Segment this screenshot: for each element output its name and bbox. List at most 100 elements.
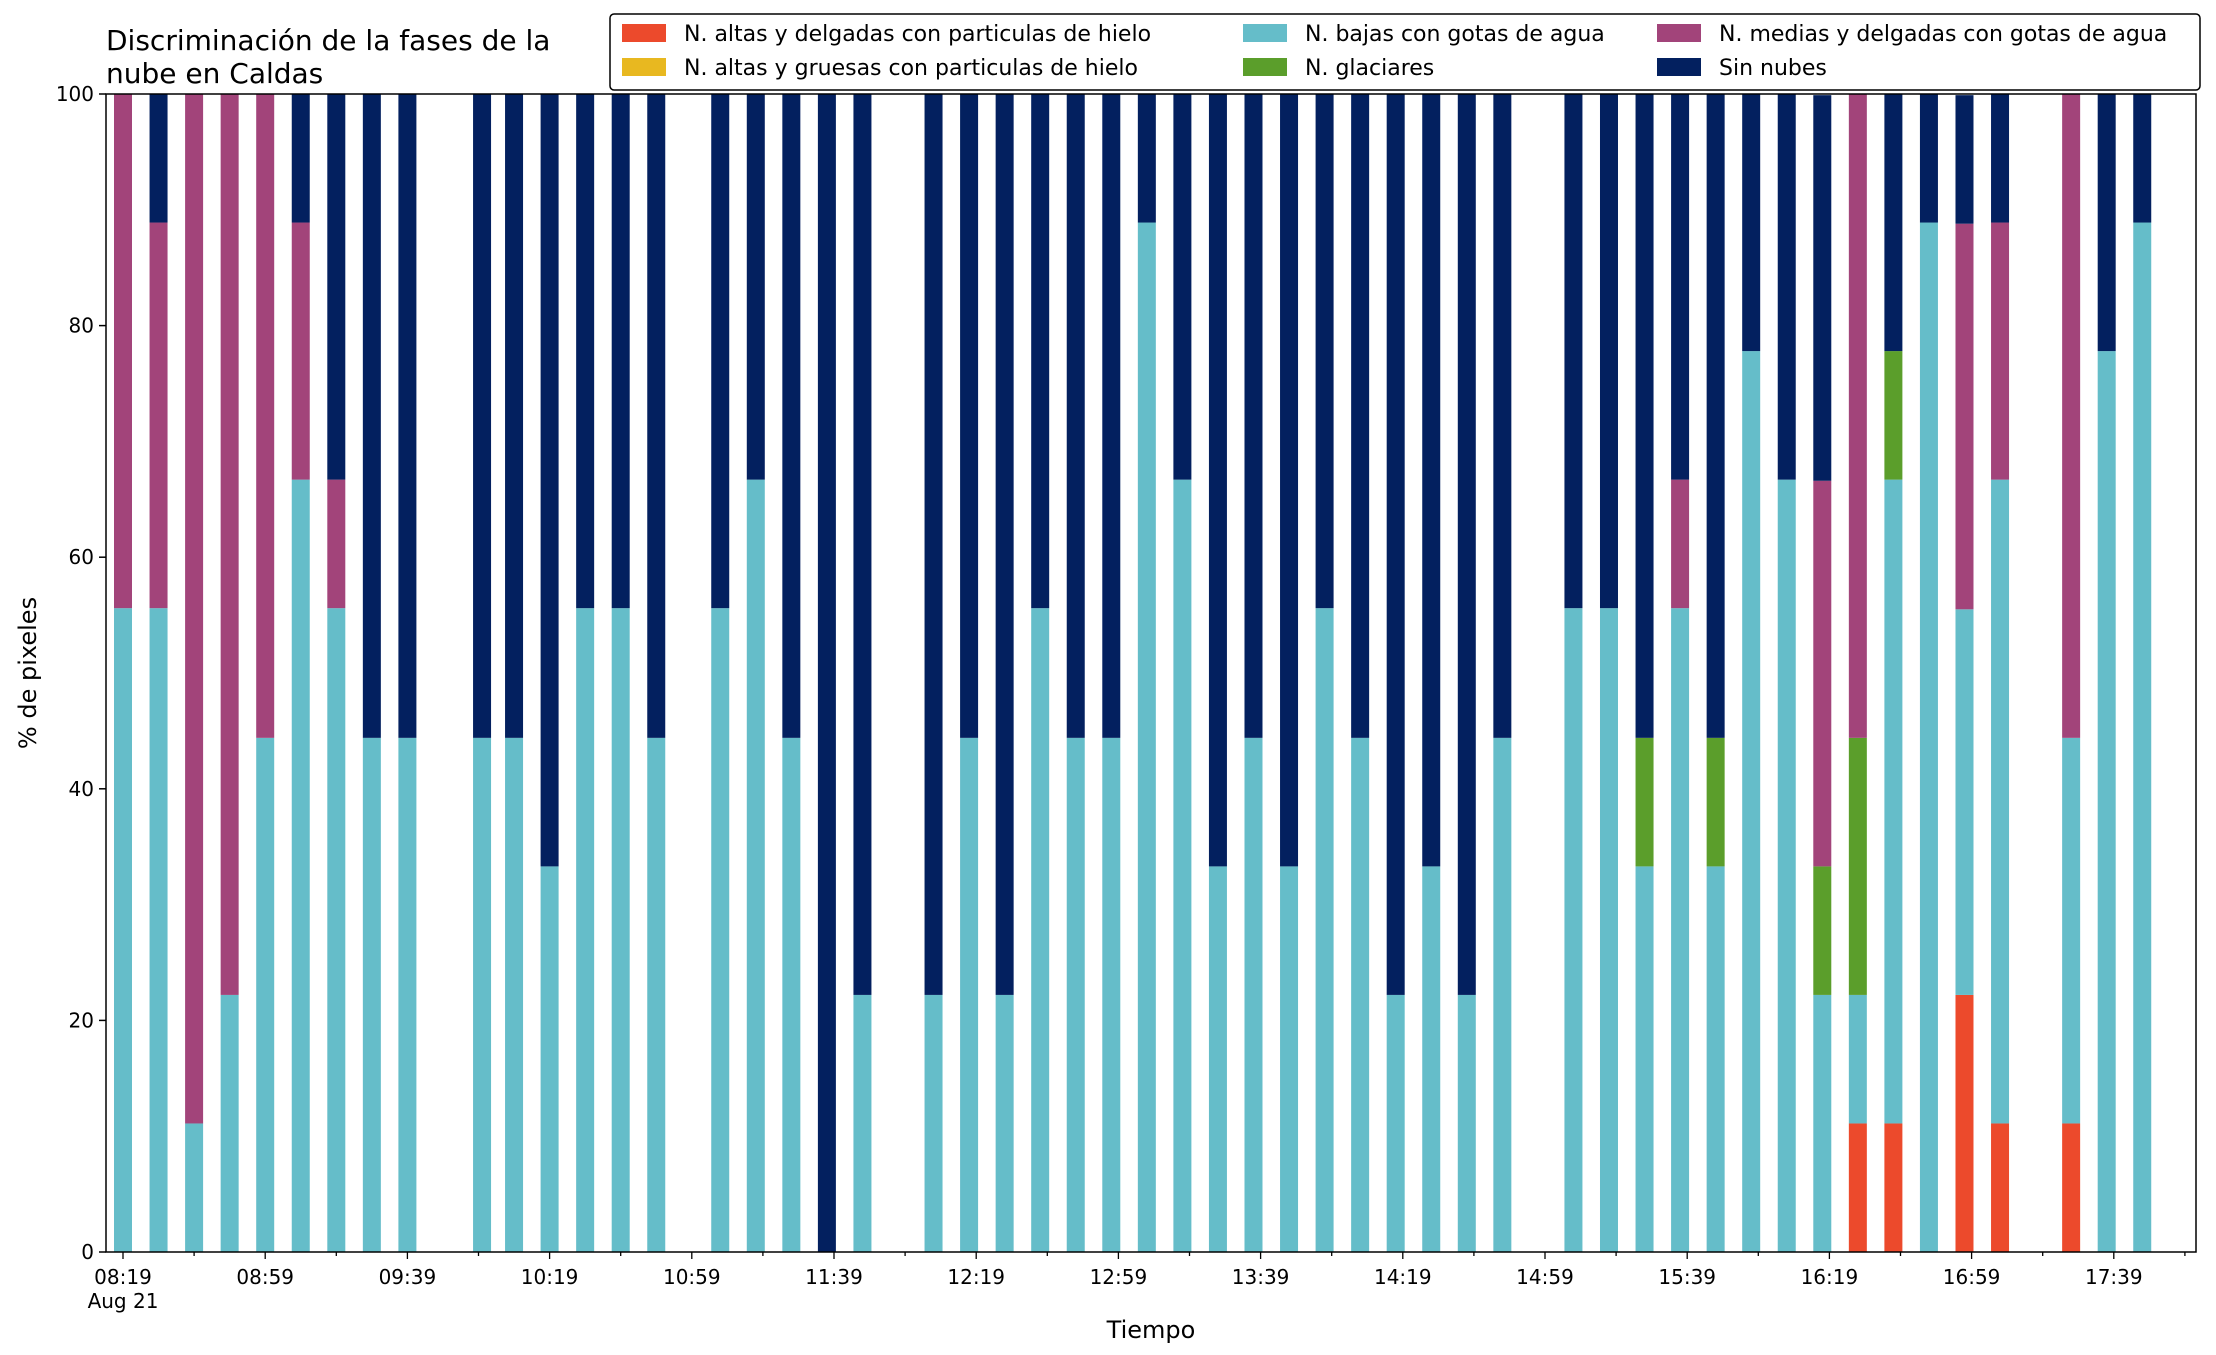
bar-08:29 (149, 94, 168, 1252)
bar-segment-48-series-5 (1955, 95, 1974, 224)
bar-08:59 (256, 94, 275, 1252)
bar-segment-46-series-2 (1884, 479, 1903, 1124)
bar-segment-51-series-2 (2097, 351, 2116, 1252)
x-tick-label: 17:39 (2085, 1265, 2143, 1289)
x-tick-label: 14:19 (1374, 1265, 1432, 1289)
bar-segment-38-series-2 (1599, 608, 1618, 1252)
bar-14:37 (1457, 94, 1476, 1252)
legend-swatch-0 (622, 24, 666, 42)
bar-segment-15-series-2 (711, 608, 730, 1252)
bar-09:09 (291, 94, 310, 1252)
bar-segment-39-series-3 (1635, 737, 1654, 867)
x-tick-label: 16:19 (1801, 1265, 1859, 1289)
legend-swatch-3 (1243, 58, 1287, 76)
bar-segment-36-series-2 (1493, 737, 1512, 1252)
bar-segment-2-series-2 (185, 1123, 204, 1252)
bar-segment-16-series-2 (746, 479, 765, 1252)
bar-segment-25-series-5 (1102, 94, 1121, 738)
bar-11:47 (853, 94, 872, 1252)
x-tick-label: 10:19 (521, 1265, 579, 1289)
bar-13:27 (1208, 94, 1227, 1252)
bar-segment-3-series-2 (220, 994, 239, 1252)
bar-segment-2-series-4 (185, 94, 204, 1124)
bar-12:27 (995, 94, 1014, 1252)
bar-segment-14-series-2 (647, 737, 666, 1252)
bar-16:57 (1955, 95, 1974, 1252)
bar-segment-5-series-4 (291, 222, 310, 480)
chart-title-line-2: nube en Caldas (106, 57, 323, 90)
bar-11:37 (817, 94, 836, 1252)
bar-16:37 (1884, 94, 1903, 1252)
bar-segment-45-series-4 (1848, 94, 1867, 738)
bar-14:27 (1422, 94, 1441, 1252)
bar-segment-41-series-5 (1706, 94, 1725, 738)
x-tick-label: 15:39 (1658, 1265, 1716, 1289)
bar-14:07 (1351, 94, 1370, 1252)
bar-segment-6-series-2 (327, 608, 346, 1252)
bar-segment-13-series-5 (611, 94, 630, 609)
bar-segment-8-series-5 (398, 94, 417, 738)
bar-13:37 (1244, 94, 1263, 1252)
bar-segment-36-series-5 (1493, 94, 1512, 738)
bar-segment-46-series-0 (1884, 1123, 1903, 1252)
bar-08:19 (114, 94, 132, 1252)
x-tick-label: 13:39 (1232, 1265, 1290, 1289)
bar-segment-46-series-3 (1884, 351, 1903, 480)
bar-segment-48-series-0 (1955, 994, 1974, 1252)
bar-15:27 (1635, 94, 1654, 1252)
bar-10:29 (576, 94, 595, 1252)
legend-swatch-1 (622, 58, 666, 76)
bar-segment-37-series-2 (1564, 608, 1583, 1252)
bar-segment-11-series-2 (540, 866, 559, 1252)
bar-segment-11-series-5 (540, 94, 559, 867)
bar-13:07 (1137, 94, 1156, 1253)
bar-segment-1-series-4 (149, 222, 168, 609)
bars-layer (114, 94, 2152, 1253)
legend: N. altas y delgadas con particulas de hi… (609, 13, 2201, 91)
bar-14:47 (1493, 94, 1512, 1252)
x-tick-label: 11:39 (805, 1265, 863, 1289)
bar-segment-47-series-5 (1919, 94, 1938, 223)
bar-segment-5-series-5 (291, 94, 310, 223)
bar-09:39 (398, 94, 417, 1252)
bar-segment-0-series-2 (114, 608, 132, 1252)
x-tick-label: 12:59 (1090, 1265, 1148, 1289)
bar-15:17 (1599, 94, 1618, 1252)
bar-segment-44-series-2 (1813, 994, 1832, 1252)
bar-segment-4-series-4 (256, 94, 275, 738)
bar-segment-28-series-2 (1208, 866, 1227, 1252)
legend-label-2: N. bajas con gotas de agua (1305, 22, 1605, 47)
y-tick-label: 60 (69, 545, 94, 569)
legend-label-4: N. medias y delgadas con gotas de agua (1719, 22, 2167, 47)
bar-segment-17-series-5 (782, 94, 801, 738)
legend-swatch-5 (1657, 58, 1701, 76)
bar-segment-43-series-5 (1777, 94, 1796, 480)
bar-segment-39-series-5 (1635, 94, 1654, 738)
x-tick-label: 08:59 (236, 1265, 294, 1289)
bar-segment-48-series-2 (1955, 609, 1974, 995)
bar-12:47 (1066, 94, 1085, 1252)
bar-16:17 (1813, 95, 1832, 1252)
bar-segment-9-series-5 (473, 94, 492, 738)
bar-segment-34-series-5 (1422, 94, 1441, 867)
bar-segment-24-series-5 (1066, 94, 1085, 738)
bar-segment-44-series-5 (1813, 95, 1832, 481)
bar-10:49 (647, 94, 666, 1252)
legend-swatch-4 (1657, 24, 1701, 42)
bar-16:07 (1777, 94, 1796, 1252)
bar-10:39 (611, 94, 630, 1252)
bar-segment-43-series-2 (1777, 479, 1796, 1252)
legend-label-0: N. altas y delgadas con particulas de hi… (684, 22, 1151, 47)
bar-segment-25-series-2 (1102, 737, 1121, 1252)
bar-segment-1-series-2 (149, 608, 168, 1252)
x-tick-sublabel: Aug 21 (88, 1289, 159, 1313)
bar-15:47 (1706, 94, 1725, 1252)
bar-12:57 (1102, 94, 1121, 1252)
bar-segment-9-series-2 (473, 737, 492, 1252)
bar-segment-27-series-5 (1173, 94, 1192, 480)
bar-segment-18-series-5 (817, 94, 836, 1252)
bar-10:09 (505, 94, 524, 1252)
bar-segment-45-series-2 (1848, 994, 1867, 1124)
bar-segment-32-series-2 (1351, 737, 1370, 1252)
y-tick-label: 0 (81, 1240, 94, 1264)
